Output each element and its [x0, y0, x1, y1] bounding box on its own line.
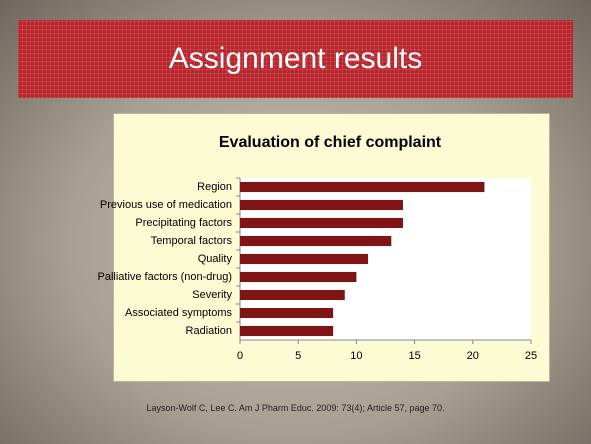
y-tick-label: Quality	[198, 253, 233, 265]
x-tick-label: 5	[295, 350, 301, 362]
x-tick-label: 20	[467, 350, 479, 362]
y-tick-label: Radiation	[186, 325, 232, 337]
y-tick-label: Region	[197, 181, 232, 193]
y-tick-label: Severity	[192, 289, 232, 301]
y-tick-label: Palliative factors (non-drug)	[97, 271, 232, 283]
citation: Layson-Wolf C, Lee C. Am J Pharm Educ. 2…	[0, 403, 591, 413]
bar	[240, 200, 403, 210]
y-tick-label: Associated symptoms	[125, 307, 232, 319]
x-tick-label: 10	[350, 350, 362, 362]
bar	[240, 326, 333, 336]
bar	[240, 308, 333, 318]
bar	[240, 290, 345, 300]
bar	[240, 218, 403, 228]
x-tick-label: 25	[525, 350, 537, 362]
x-tick-label: 0	[237, 350, 243, 362]
bar	[240, 254, 368, 264]
chart-title: Evaluation of chief complaint	[219, 134, 442, 151]
bar	[240, 182, 484, 192]
chart: Evaluation of chief complaint 0 5 10 15 20 25…	[0, 0, 591, 444]
y-tick-label: Temporal factors	[151, 235, 233, 247]
x-tick-label: 15	[408, 350, 420, 362]
y-tick-label: Previous use of medication	[100, 199, 232, 211]
y-tick-label: Precipitating factors	[135, 217, 232, 229]
slide: Assignment results Evaluation of chief c…	[0, 0, 591, 444]
bar	[240, 236, 391, 246]
bar	[240, 272, 356, 282]
